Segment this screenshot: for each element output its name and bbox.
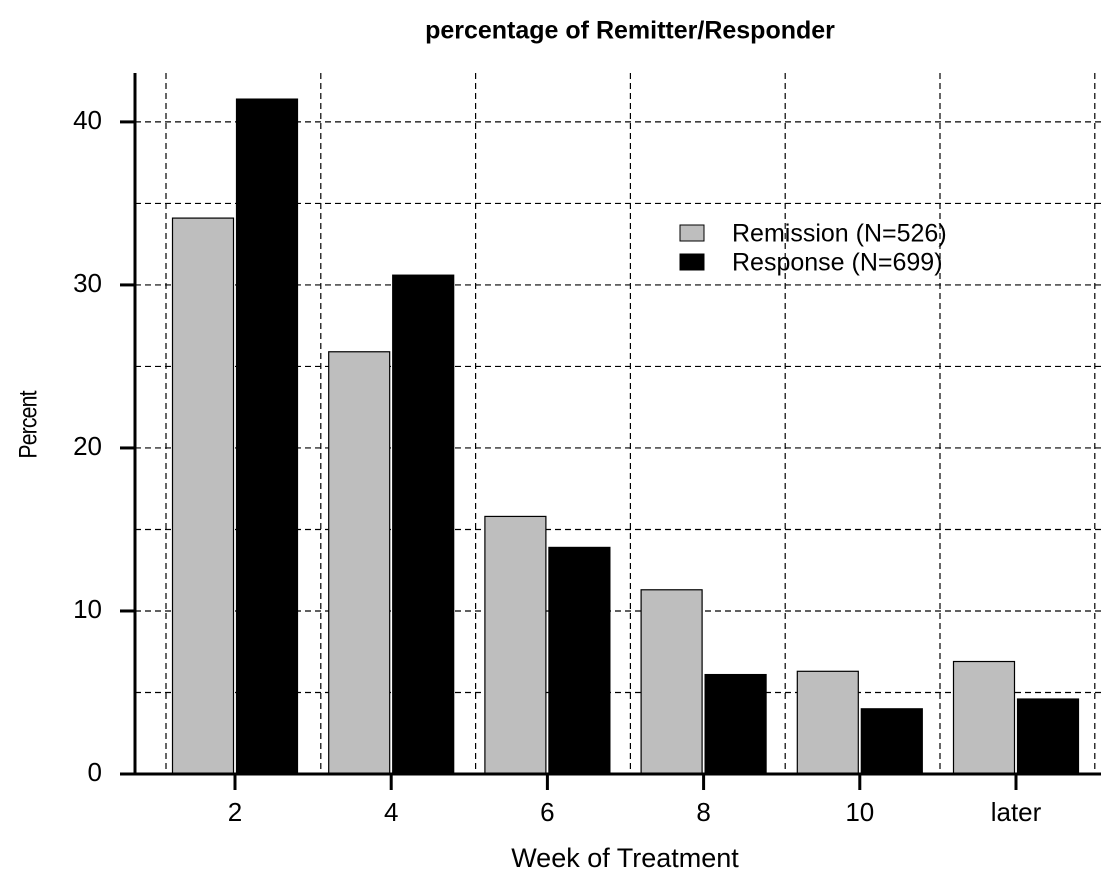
x-tick-label: 8 xyxy=(696,797,710,827)
x-tick-label: later xyxy=(991,797,1042,827)
x-tick-label: 6 xyxy=(540,797,554,827)
bar xyxy=(171,217,235,775)
bar xyxy=(704,673,767,775)
bar xyxy=(548,546,611,775)
x-tick-label: 4 xyxy=(384,797,398,827)
bar xyxy=(796,670,859,775)
bar xyxy=(860,708,923,775)
bar xyxy=(484,515,547,775)
x-axis-label: Week of Treatment xyxy=(511,843,739,873)
y-tick-label: 10 xyxy=(73,594,102,624)
bar xyxy=(328,351,391,775)
y-axis-label: Percent xyxy=(14,390,42,459)
bar xyxy=(392,274,455,775)
legend-swatch xyxy=(679,224,705,242)
bar xyxy=(952,660,1016,775)
y-tick-label: 0 xyxy=(88,757,102,787)
bar xyxy=(1016,698,1080,775)
x-tick-label: 10 xyxy=(845,797,874,827)
x-tick-label: 2 xyxy=(228,797,242,827)
bar xyxy=(640,589,703,775)
legend-swatch xyxy=(679,253,705,271)
y-tick-label: 30 xyxy=(73,268,102,298)
chart-title: percentage of Remitter/Responder xyxy=(425,17,835,45)
legend-label: Response (N=699) xyxy=(732,249,943,277)
y-tick-label: 20 xyxy=(73,431,102,461)
bar xyxy=(235,98,299,775)
legend-label: Remission (N=526) xyxy=(732,220,947,248)
y-tick-label: 40 xyxy=(73,105,102,135)
